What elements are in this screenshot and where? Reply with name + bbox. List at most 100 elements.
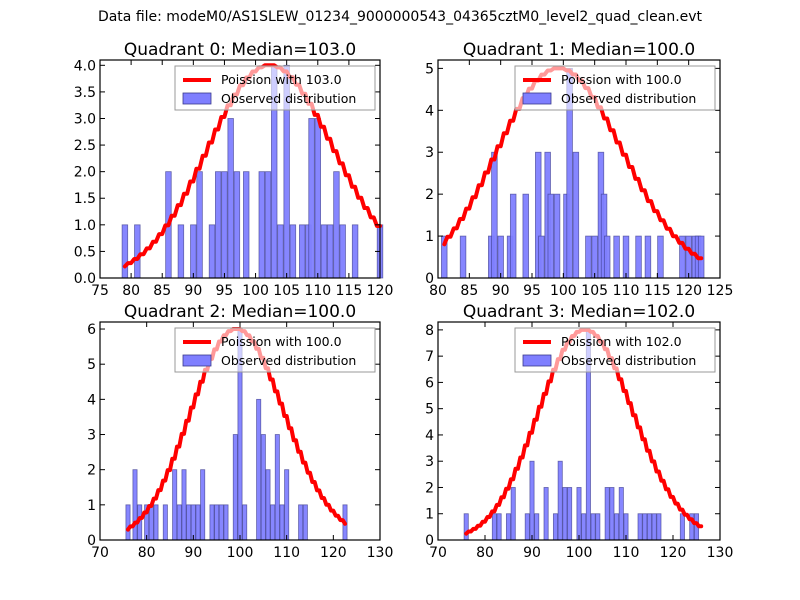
y-tick-label: 3.0 (74, 111, 96, 127)
histogram-bar (679, 513, 685, 541)
x-tick-label: 100 (550, 283, 577, 299)
legend-line-label: Poission with 102.0 (561, 334, 682, 349)
x-tick-label: 85 (460, 283, 478, 299)
subplot-quadrant-3: 70 80 90 100 110 120 130 0 1 2 3 4 5 6 7 8 Quadrant 3: M… (425, 302, 733, 561)
histogram-bar (543, 487, 549, 541)
x-tick-label: 115 (336, 283, 363, 299)
legend: Poission with 102.0 Observed distribution (514, 327, 716, 373)
histogram-bar (223, 504, 229, 541)
subplot-title: Quadrant 1: Median=100.0 (463, 40, 695, 60)
x-tick-label: 130 (707, 545, 734, 561)
x-tick-label: 120 (367, 283, 394, 299)
x-tick-label: 90 (523, 545, 541, 561)
histogram-bar (260, 434, 266, 541)
y-tick-label: 4 (425, 103, 434, 119)
x-tick-label: 100 (566, 545, 593, 561)
legend-bar-swatch (182, 92, 212, 105)
legend-bar-swatch (182, 354, 212, 367)
histogram-bar (510, 487, 516, 541)
histogram-bar (218, 504, 224, 541)
histogram-bar (604, 487, 610, 541)
y-tick-label: 1 (425, 229, 434, 245)
histogram-bar (595, 513, 601, 541)
histogram-bar (644, 235, 652, 279)
y-tick-label: 0.0 (74, 271, 96, 287)
histogram-bar (327, 224, 334, 279)
legend-bar-label: Observed distribution (221, 91, 356, 106)
histogram-bar (177, 224, 185, 279)
histogram-bar (289, 224, 297, 279)
x-tick-label: 110 (304, 283, 331, 299)
subplot-title: Quadrant 0: Median=103.0 (124, 40, 356, 60)
y-tick-label: 6 (87, 322, 96, 338)
y-tick-label: 0 (87, 533, 96, 549)
histogram-bar (491, 151, 498, 279)
x-tick-label: 80 (122, 283, 140, 299)
y-tick-label: 3 (87, 428, 96, 444)
histogram-bar (200, 469, 206, 541)
histogram-bar (656, 513, 662, 541)
histogram-bar (609, 487, 615, 541)
y-tick-label: 1 (425, 507, 434, 523)
histogram-bar (181, 469, 187, 541)
subplot-quadrant-1: 80 85 90 95 100 105 110 115 120 125 0 1 2 3 4 5 Quadrant… (425, 40, 733, 299)
x-tick-label: 80 (429, 283, 447, 299)
histogram-bar (270, 504, 276, 541)
histogram-bar (196, 171, 203, 279)
histogram-bar (613, 235, 620, 279)
histogram-bar (195, 504, 201, 541)
histogram-bar (214, 504, 220, 541)
histogram-bar (637, 513, 643, 541)
histogram-bar (603, 235, 611, 279)
x-tick-label: 80 (476, 545, 494, 561)
histogram-bar (635, 235, 642, 279)
x-tick-label: 105 (581, 283, 608, 299)
histogram-bar (298, 504, 304, 541)
legend-bar-label: Observed distribution (561, 91, 696, 106)
histogram-bar (264, 171, 272, 279)
histogram-bar (459, 235, 467, 279)
histogram-bar (153, 504, 159, 541)
histogram-bar (314, 118, 321, 279)
histogram-bar (227, 118, 234, 279)
x-tick-label: 75 (91, 283, 109, 299)
y-tick-label: 6 (425, 375, 434, 391)
histogram-bar (209, 504, 215, 541)
x-tick-label: 90 (184, 283, 202, 299)
x-tick-label: 100 (242, 283, 269, 299)
histogram-bar (576, 487, 582, 541)
histogram-bar (258, 171, 265, 279)
histogram-bar (243, 171, 250, 279)
histogram-bar (274, 434, 280, 541)
histogram-bar (646, 513, 653, 541)
y-tick-label: 5 (87, 357, 96, 373)
histogram-bar (642, 513, 648, 541)
histogram-bar (351, 224, 359, 279)
histogram-bar (242, 504, 248, 541)
x-tick-label: 80 (138, 545, 156, 561)
histogram-bar (162, 504, 168, 541)
histogram-bar (308, 118, 315, 279)
x-tick-label: 120 (320, 545, 347, 561)
histogram-bar (463, 513, 469, 541)
x-tick-label: 115 (644, 283, 671, 299)
y-tick-label: 0 (425, 533, 434, 549)
subplot-quadrant-0: 75 80 85 90 95 100 105 110 115 120 0.0 0.5 1.0 1.5 2.0… (74, 40, 394, 299)
x-tick-label: 130 (367, 545, 394, 561)
y-tick-label: 3 (425, 145, 434, 161)
histogram-bar (125, 504, 131, 541)
axes-frame (437, 59, 721, 279)
legend-line-label: Poission with 103.0 (221, 72, 342, 87)
histogram-bar (591, 235, 598, 279)
y-tick-label: 4.0 (74, 58, 96, 74)
histogram-bar (186, 504, 192, 541)
y-tick-label: 5 (425, 402, 434, 418)
histogram-bar (524, 513, 530, 541)
histogram-bar (132, 469, 138, 541)
histogram-bar (534, 513, 540, 541)
histogram-bar (618, 487, 624, 541)
histogram-bar (284, 469, 290, 541)
histogram-bar (302, 504, 308, 541)
subplot-title: Quadrant 3: Median=102.0 (463, 302, 695, 322)
